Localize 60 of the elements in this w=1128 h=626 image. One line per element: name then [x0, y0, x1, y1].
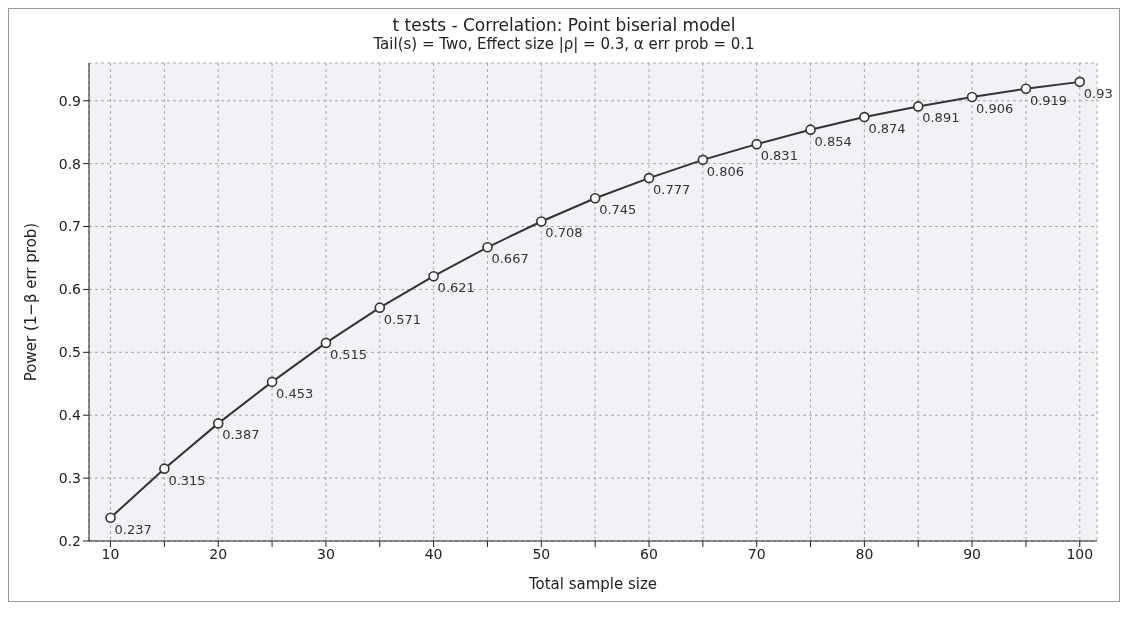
- point: [428, 270, 439, 282]
- y-tick-label: 0.2: [58, 532, 81, 549]
- point: [912, 101, 924, 112]
- data-label: 0.708: [545, 225, 583, 241]
- data-label: 0.745: [599, 202, 637, 218]
- x-tick-label: 90: [963, 545, 981, 562]
- point: [536, 216, 547, 227]
- x-tick-label: 80: [855, 545, 874, 562]
- y-tick-label: 0.3: [58, 470, 81, 487]
- point: [482, 241, 493, 253]
- y-tick-label: 0.8: [58, 155, 81, 172]
- point: [751, 138, 762, 150]
- point: [105, 512, 116, 524]
- data-label: 0.874: [868, 121, 906, 137]
- x-tick-label: 10: [101, 545, 120, 562]
- y-axis-title: Power (1−β err prob): [22, 222, 41, 382]
- y-tick-label: 0.4: [58, 407, 82, 424]
- data-label: 0.831: [760, 148, 798, 164]
- data-label: 0.93: [1083, 85, 1113, 101]
- point: [266, 376, 278, 388]
- y-tick-label: 0.6: [58, 281, 82, 298]
- point: [589, 192, 601, 204]
- chart-subtitle: Tail(s) = Two, Effect size |ρ| = 0.3, α err prob = 0.1: [372, 35, 756, 53]
- x-tick-label: 60: [640, 545, 658, 562]
- x-tick-label: 40: [424, 545, 443, 562]
- data-label: 0.571: [383, 311, 421, 327]
- data-label: 0.806: [706, 163, 745, 179]
- data-label: 0.777: [653, 182, 691, 198]
- point: [697, 154, 709, 166]
- point: [1074, 76, 1086, 88]
- x-tick-label: 20: [209, 545, 228, 562]
- point: [966, 91, 978, 103]
- x-axis-title: Total sample size: [527, 575, 658, 593]
- point: [212, 418, 224, 429]
- x-tick-label: 100: [1066, 545, 1094, 562]
- point: [1020, 83, 1032, 95]
- x-tick-label: 50: [532, 545, 551, 562]
- chart-title: t tests - Correlation: Point biserial model: [391, 14, 737, 35]
- data-label: 0.453: [276, 385, 314, 401]
- point: [320, 337, 332, 349]
- y-tick-label: 0.7: [58, 218, 81, 235]
- x-tick-label: 30: [317, 545, 335, 562]
- point: [805, 124, 816, 135]
- data-label: 0.237: [114, 521, 152, 537]
- data-label: 0.515: [329, 346, 368, 362]
- data-label: 0.906: [976, 100, 1014, 116]
- data-label: 0.667: [491, 251, 529, 267]
- data-label: 0.891: [922, 110, 960, 126]
- data-label: 0.621: [437, 280, 475, 296]
- data-label: 0.387: [222, 427, 260, 443]
- y-tick-label: 0.9: [58, 92, 81, 109]
- point: [859, 111, 870, 123]
- data-label: 0.315: [168, 472, 206, 488]
- data-label: 0.919: [1029, 92, 1068, 108]
- point: [159, 463, 170, 474]
- y-tick-label: 0.5: [58, 344, 81, 361]
- data-label: 0.854: [814, 133, 852, 149]
- x-tick-label: 70: [747, 545, 766, 562]
- point: [374, 302, 386, 313]
- point: [643, 172, 655, 184]
